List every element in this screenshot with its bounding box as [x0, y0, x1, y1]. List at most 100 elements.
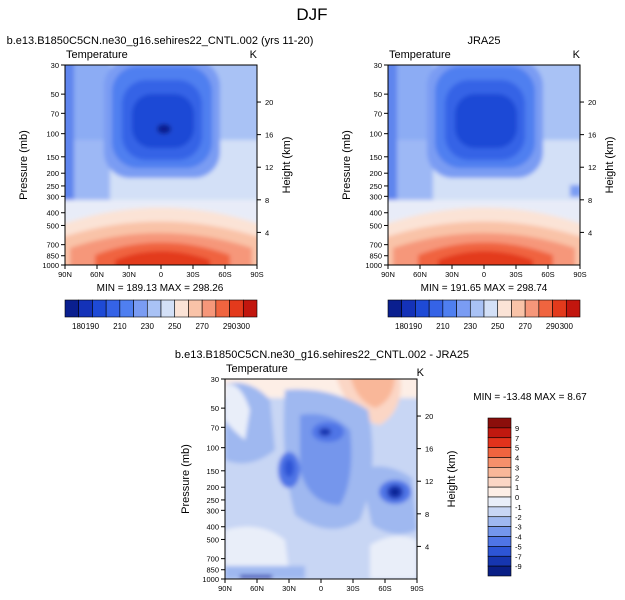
colorbar-swatch — [415, 299, 430, 318]
height-axis: 4 8 12 16 20 — [580, 98, 596, 237]
y-tick-label: 300 — [46, 192, 59, 201]
colorbar-label: -4 — [515, 533, 522, 542]
colorbar-swatch — [487, 467, 512, 478]
x-tick-label: 90N — [58, 270, 72, 279]
colorbar-swatch — [497, 299, 512, 318]
colorbar-label: 230 — [141, 322, 155, 331]
x-tick-label: 0 — [159, 270, 163, 279]
x-tick-label: 0 — [482, 270, 486, 279]
y-tick-label: 1000 — [202, 575, 219, 584]
colorbar-label: 300 — [560, 322, 574, 331]
colorbar-swatch — [487, 427, 512, 439]
x-tick-label: 60N — [250, 584, 264, 593]
height-tick-label: 16 — [265, 131, 273, 140]
x-tick-label: 60S — [378, 584, 391, 593]
y-tick-label: 400 — [369, 209, 382, 218]
y-tick-label: 300 — [206, 506, 219, 515]
height-tick-label: 20 — [265, 98, 273, 107]
panel-difference: b.e13.B1850C5CN.ne30_g16.sehires22_CNTL.… — [175, 349, 587, 593]
x-tick-label: 60S — [541, 270, 554, 279]
y-tick-label: 200 — [206, 483, 219, 492]
y-tick-label: 100 — [46, 130, 59, 139]
colorbar-swatch — [146, 299, 162, 318]
colorbar-swatch — [487, 526, 512, 537]
colorbar-swatch — [524, 299, 540, 318]
x-tick-label: 30S — [509, 270, 522, 279]
height-tick-label: 4 — [265, 228, 269, 237]
latitude-axis: 90N 60N 30N 0 30S 60S 90S — [58, 265, 264, 279]
units-label: K — [417, 367, 425, 379]
colorbar-label: -5 — [515, 542, 522, 551]
colorbar-swatch — [565, 299, 581, 318]
y-tick-label: 150 — [206, 467, 219, 476]
colorbar-swatch — [487, 546, 512, 557]
panel-title: b.e13.B1850C5CN.ne30_g16.sehires22_CNTL.… — [7, 35, 314, 47]
y-tick-label: 30 — [211, 375, 219, 384]
colorbar-swatch — [487, 417, 512, 429]
y-tick-label: 1000 — [42, 261, 59, 270]
y-axis-label: Pressure (mb) — [180, 444, 192, 514]
y2-axis-label: Height (km) — [604, 137, 616, 194]
left-subtitle: Temperature — [226, 363, 288, 375]
colorbar-label: 180 — [395, 322, 409, 331]
y-tick-label: 500 — [46, 221, 59, 230]
y-tick-label: 200 — [46, 169, 59, 178]
colorbar-label: 0 — [515, 493, 519, 502]
y-axis-label: Pressure (mb) — [18, 130, 30, 200]
y2-axis-label: Height (km) — [446, 451, 458, 508]
x-tick-label: 60N — [413, 270, 427, 279]
colorbar-swatch — [487, 555, 512, 567]
colorbar-label: 190 — [409, 322, 423, 331]
colorbar-swatch — [487, 565, 512, 577]
colorbar-label: -3 — [515, 523, 522, 532]
y-tick-label: 250 — [206, 496, 219, 505]
colorbar-label: 1 — [515, 483, 519, 492]
colorbar-swatch — [133, 299, 148, 318]
y-tick-label: 50 — [374, 90, 382, 99]
colorbar-label: 4 — [515, 454, 519, 463]
x-tick-label: 90S — [410, 584, 423, 593]
colorbar: 180 190 210 230 250 270 290 300 — [64, 299, 258, 331]
y-tick-label: 50 — [211, 404, 219, 413]
x-tick-label: 30N — [122, 270, 136, 279]
colorbar-swatch — [552, 299, 567, 318]
difference-field — [225, 379, 417, 579]
colorbar-swatch — [92, 299, 107, 318]
min-max-stats: MIN = 189.13 MAX = 298.26 — [97, 283, 224, 294]
panel-title: b.e13.B1850C5CN.ne30_g16.sehires22_CNTL.… — [175, 349, 469, 361]
height-tick-label: 4 — [425, 542, 429, 551]
height-tick-label: 12 — [265, 163, 273, 172]
height-tick-label: 16 — [588, 131, 596, 140]
x-tick-label: 30N — [282, 584, 296, 593]
y-tick-label: 70 — [51, 109, 59, 118]
colorbar-swatch — [469, 299, 485, 318]
colorbar-label: 190 — [86, 322, 100, 331]
colorbar-swatch — [105, 299, 121, 318]
colorbar-swatch — [119, 299, 134, 318]
y2-axis-label: Height (km) — [281, 137, 293, 194]
y-tick-label: 70 — [374, 109, 382, 118]
colorbar-swatch — [487, 496, 512, 508]
colorbar-label: 250 — [491, 322, 505, 331]
y-tick-label: 250 — [369, 182, 382, 191]
colorbar-label: 5 — [515, 444, 519, 453]
colorbar-swatch — [511, 299, 526, 318]
height-tick-label: 12 — [588, 163, 596, 172]
colorbar-label: -1 — [515, 503, 522, 512]
height-axis: 4 8 12 16 20 — [417, 412, 433, 551]
y-tick-label: 700 — [206, 555, 219, 564]
colorbar-swatch — [487, 486, 512, 498]
colorbar-swatch — [487, 447, 512, 458]
colorbar-swatch — [456, 299, 471, 318]
colorbar-label: 270 — [195, 322, 209, 331]
colorbar-label: 290 — [546, 322, 560, 331]
colorbar-swatch — [188, 299, 203, 318]
colorbar-swatch — [487, 437, 512, 448]
height-tick-label: 8 — [265, 196, 269, 205]
x-tick-label: 90N — [381, 270, 395, 279]
colorbar-swatch — [487, 476, 512, 488]
